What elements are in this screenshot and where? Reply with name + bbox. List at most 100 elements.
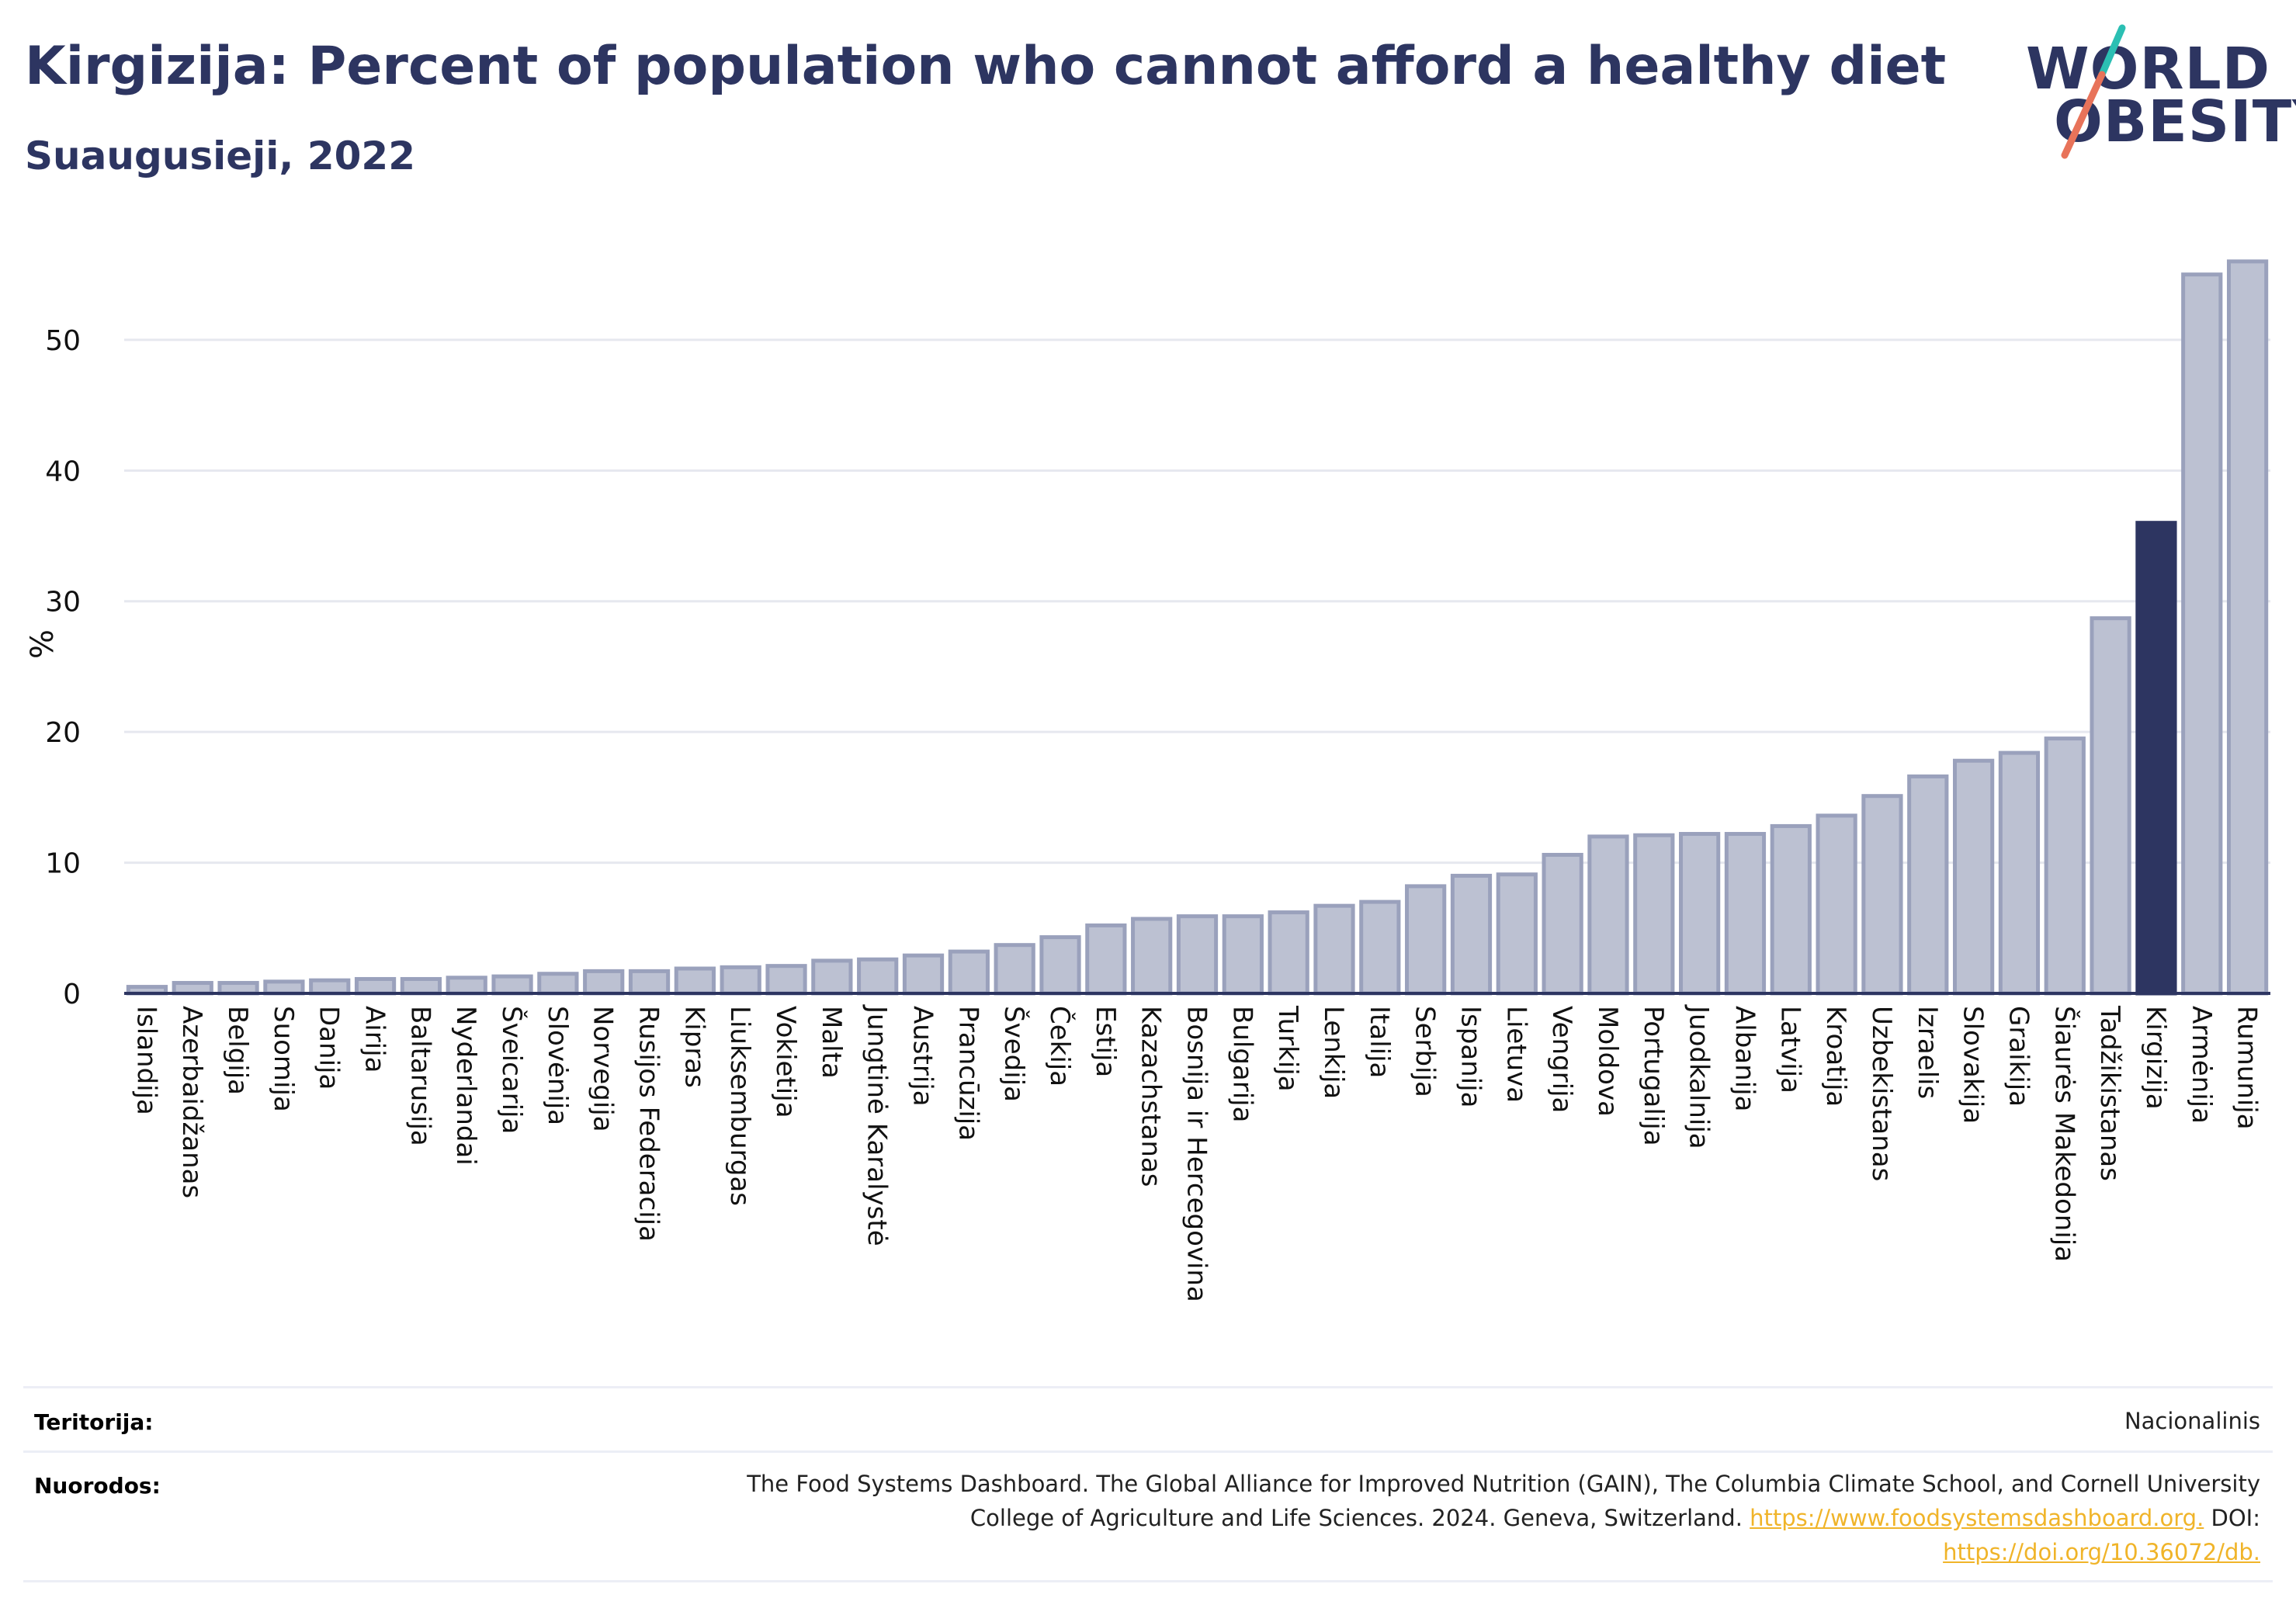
bar [1359, 899, 1401, 996]
world-obesity-logo: WORLD OBESITY [2026, 22, 2296, 161]
x-tick-label: Švedija [998, 1006, 1030, 1102]
bar [1998, 750, 2041, 996]
x-tick-label: Norvegija [588, 1006, 619, 1132]
territory-value: Nacionalinis [2124, 1408, 2260, 1434]
bar [1496, 872, 1538, 996]
bar [1679, 832, 1721, 996]
bar [994, 943, 1035, 996]
bar [172, 981, 213, 996]
x-tick-label: Slovakija [1958, 1006, 1989, 1124]
x-tick-label: Kipras [678, 1006, 709, 1088]
bar [400, 976, 442, 996]
y-axis-label: % [25, 629, 61, 659]
sources-line-2: College of Agriculture and Life Sciences… [475, 1501, 2260, 1535]
y-tick-label: 30 [45, 587, 81, 619]
territory-label: Teritorija: [34, 1409, 154, 1435]
bar [857, 957, 899, 996]
x-tick-label: Uzbekistanas [1866, 1006, 1897, 1181]
x-tick-label: Bulgarija [1226, 1006, 1257, 1122]
bar [2044, 736, 2086, 996]
dashboard-link[interactable]: https://www.foodsystemsdashboard.org. [1750, 1505, 2204, 1531]
bar [765, 964, 807, 996]
bar [1085, 923, 1127, 996]
x-tick-label: Italija [1364, 1006, 1395, 1078]
sources-label: Nuorodos: [34, 1473, 161, 1499]
x-tick-label: Suomija [268, 1006, 299, 1112]
y-tick-label: 40 [45, 456, 81, 487]
bar [263, 979, 305, 996]
x-tick-label: Prancūzija [952, 1006, 983, 1141]
x-tick-label: Rumunija [2232, 1006, 2263, 1130]
bar [583, 969, 625, 996]
footer-divider-middle [23, 1450, 2273, 1453]
sources-line-1: The Food Systems Dashboard. The Global A… [747, 1471, 2260, 1497]
bar [1405, 884, 1447, 996]
x-tick-label: Latvija [1774, 1006, 1805, 1093]
chart-subtitle: Suaugusieji, 2022 [25, 133, 415, 178]
footer-divider-top [23, 1386, 2273, 1388]
bar [2181, 272, 2223, 996]
logo-line-1: WORLD [2026, 36, 2271, 102]
bar [309, 978, 351, 996]
x-tick-label: Azerbaidžanas [176, 1006, 207, 1198]
y-tick-label: 0 [63, 979, 81, 1010]
x-tick-label: Airija [359, 1006, 390, 1073]
x-tick-label: Čekija [1044, 1006, 1076, 1087]
bar [1816, 813, 1857, 996]
bar [1724, 832, 1767, 996]
footer-divider-bottom [23, 1580, 2273, 1582]
bar [2226, 259, 2269, 996]
x-tick-label: Turkija [1272, 1005, 1303, 1092]
x-tick-label: Lietuva [1500, 1006, 1531, 1103]
doi-link[interactable]: https://doi.org/10.36072/db. [1943, 1539, 2260, 1565]
x-tick-label: Islandija [130, 1006, 161, 1115]
bar [1907, 774, 1949, 996]
bar [1770, 823, 1812, 996]
x-tick-label: Portugalija [1638, 1006, 1669, 1146]
bar [1861, 794, 1903, 996]
x-tick-label: Šveicarija [496, 1006, 528, 1134]
bar [2090, 616, 2131, 996]
x-tick-label: Kirgizija [2140, 1006, 2171, 1110]
x-tick-label: Kazachstanas [1136, 1006, 1167, 1187]
x-tick-label: Graikija [2003, 1006, 2034, 1107]
bar [1587, 834, 1629, 996]
sources-text: The Food Systems Dashboard. The Global A… [475, 1467, 2260, 1569]
x-tick-label: Estija [1090, 1006, 1121, 1077]
bar [217, 981, 259, 996]
x-tick-label: Austrija [907, 1006, 938, 1107]
bar [1131, 917, 1173, 996]
doi-label: DOI: [2211, 1505, 2260, 1531]
x-tick-label: Šiaurės Makedonija [2048, 1006, 2080, 1262]
bar [1222, 914, 1264, 996]
bar [1313, 903, 1355, 996]
bar [1542, 852, 1583, 996]
x-tick-label: Serbija [1410, 1006, 1441, 1097]
bar [1450, 873, 1493, 996]
x-tick-label: Bosnija ir Hercegovina [1181, 1006, 1212, 1302]
x-tick-label: Jungtinė Karalystė [862, 1004, 893, 1246]
x-tick-label: Slovėnija [542, 1006, 573, 1125]
x-tick-label: Rusijos Federacija [633, 1006, 664, 1242]
bar [628, 969, 671, 996]
bar-chart: 0 10 20 30 40 50% Islandija Azerbaidžanas Belgij… [25, 259, 2270, 1302]
x-tick-label: Ispanija [1455, 1006, 1486, 1107]
x-tick-label: Lenkija [1318, 1006, 1349, 1099]
x-tick-label: Danija [314, 1006, 345, 1090]
x-tick-label: Belgija [222, 1006, 253, 1095]
y-tick-label: 10 [45, 848, 81, 880]
bar [1176, 914, 1219, 996]
x-tick-label: Vengrija [1546, 1006, 1577, 1113]
bar [902, 953, 945, 996]
bar [1039, 935, 1081, 996]
bar [948, 949, 990, 996]
bar [491, 974, 533, 996]
bar [1268, 910, 1309, 996]
y-tick-label: 50 [45, 325, 81, 357]
sources-line-2-text: College of Agriculture and Life Sciences… [969, 1505, 1743, 1531]
x-tick-label: Moldova [1592, 1006, 1623, 1117]
x-tick-label: Liuksemburgas [724, 1006, 755, 1206]
x-tick-label: Kroatija [1820, 1006, 1851, 1107]
x-tick-label: Malta [816, 1006, 847, 1079]
x-tick-label: Juodkalnija [1684, 1004, 1715, 1149]
